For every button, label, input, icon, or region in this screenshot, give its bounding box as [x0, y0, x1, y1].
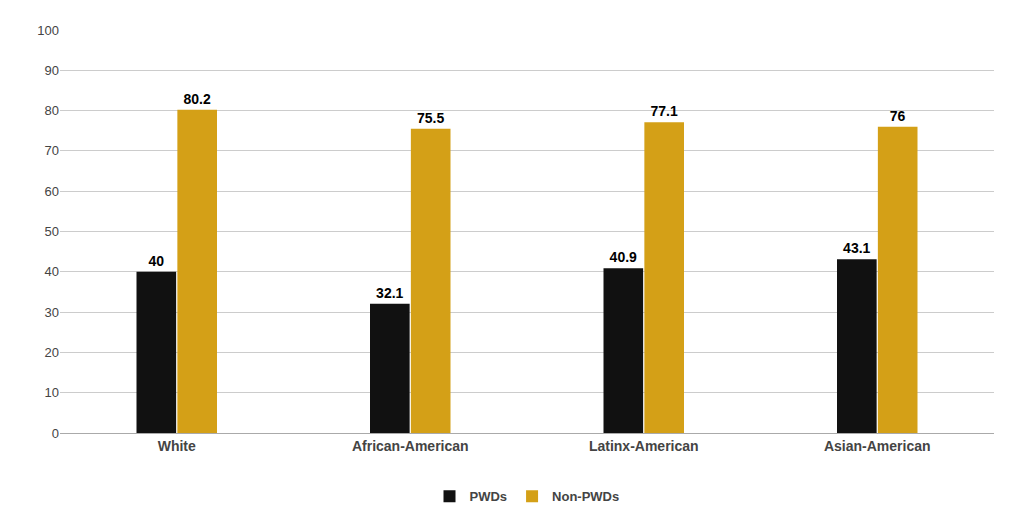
svg-text:0: 0 — [52, 426, 59, 441]
svg-text:90: 90 — [45, 63, 59, 78]
svg-text:32.1: 32.1 — [376, 285, 403, 301]
svg-text:40: 40 — [45, 264, 59, 279]
svg-text:10: 10 — [45, 385, 59, 400]
svg-text:76: 76 — [890, 108, 906, 124]
svg-text:20: 20 — [45, 345, 59, 360]
svg-text:77.1: 77.1 — [650, 103, 677, 119]
svg-text:80.2: 80.2 — [183, 91, 210, 107]
svg-text:30: 30 — [45, 305, 59, 320]
svg-text:White: White — [158, 438, 196, 454]
svg-text:Non-PWDs: Non-PWDs — [552, 489, 619, 504]
svg-text:PWDs: PWDs — [470, 489, 508, 504]
svg-text:Asian-American: Asian-American — [824, 438, 931, 454]
svg-text:Latinx-American: Latinx-American — [589, 438, 699, 454]
svg-text:43.1: 43.1 — [843, 240, 870, 256]
svg-text:70: 70 — [45, 143, 59, 158]
svg-text:50: 50 — [45, 224, 59, 239]
svg-text:80: 80 — [45, 103, 59, 118]
svg-text:100: 100 — [37, 23, 59, 38]
svg-text:75.5: 75.5 — [417, 110, 444, 126]
svg-text:African-American: African-American — [352, 438, 469, 454]
svg-text:40.9: 40.9 — [610, 249, 637, 265]
svg-text:40: 40 — [148, 253, 164, 269]
svg-text:60: 60 — [45, 184, 59, 199]
